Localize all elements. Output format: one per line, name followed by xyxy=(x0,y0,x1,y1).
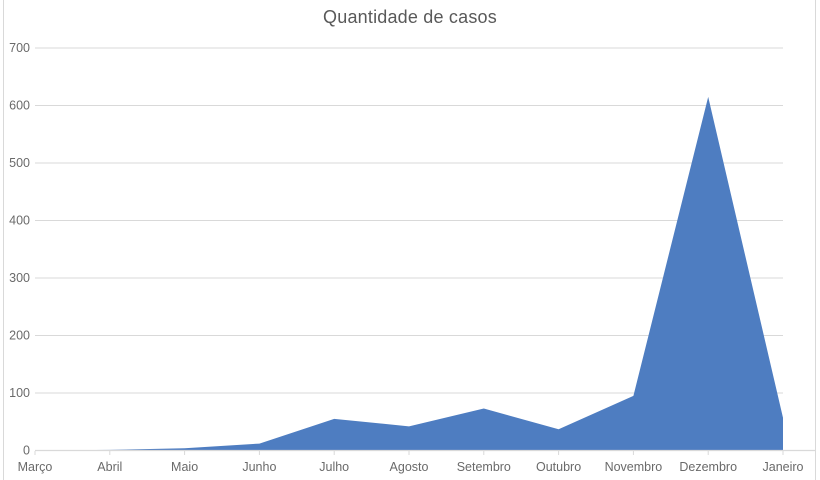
y-axis-label: 600 xyxy=(9,99,30,113)
x-axis-label: Agosto xyxy=(390,460,429,474)
x-axis-label: Setembro xyxy=(457,460,511,474)
x-axis-label: Janeiro xyxy=(763,460,804,474)
y-axis-label: 300 xyxy=(9,271,30,285)
x-axis-label: Novembro xyxy=(605,460,663,474)
x-axis-label: Julho xyxy=(319,460,349,474)
x-axis-label: Abril xyxy=(97,460,122,474)
chart-title: Quantidade de casos xyxy=(323,7,497,27)
x-axis-label: Outubro xyxy=(536,460,581,474)
y-axis-label: 200 xyxy=(9,329,30,343)
y-axis-label: 100 xyxy=(9,386,30,400)
x-axis-label: Março xyxy=(18,460,53,474)
area-series xyxy=(35,96,783,451)
y-axis-label: 500 xyxy=(9,156,30,170)
x-axis-label: Junho xyxy=(242,460,276,474)
y-axis-label: 0 xyxy=(23,444,30,458)
x-axis-label: Dezembro xyxy=(679,460,737,474)
y-axis-label: 700 xyxy=(9,41,30,55)
y-axis-label: 400 xyxy=(9,214,30,228)
x-axis-label: Maio xyxy=(171,460,198,474)
